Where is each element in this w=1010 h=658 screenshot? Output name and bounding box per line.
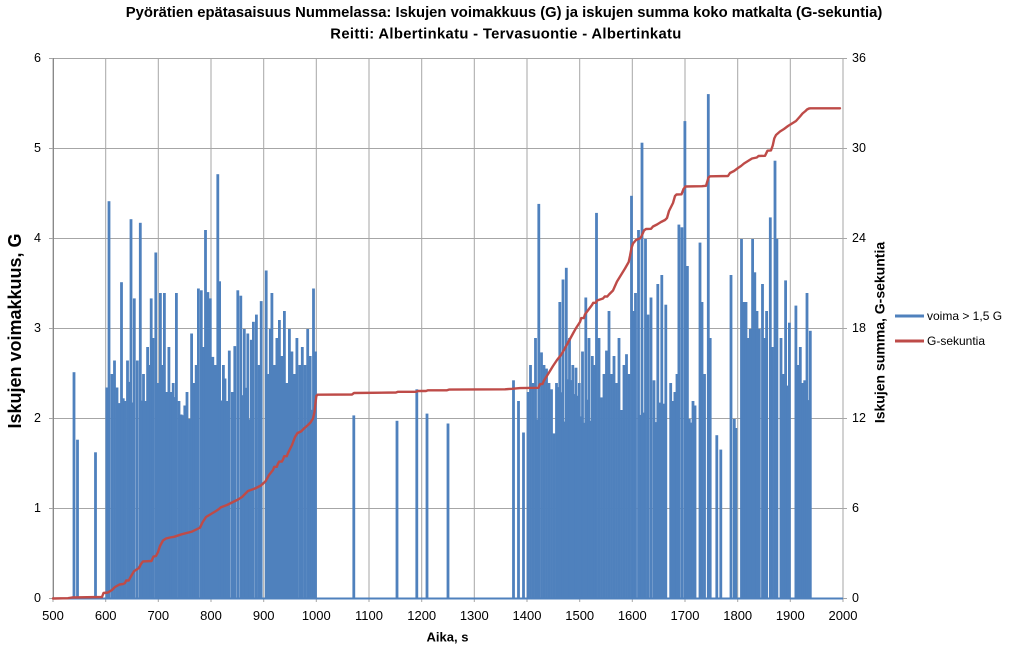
svg-text:24: 24 [852,231,866,245]
svg-text:900: 900 [253,608,275,623]
svg-text:Iskujen summa, G-sekuntia: Iskujen summa, G-sekuntia [872,242,888,423]
svg-text:1: 1 [34,501,41,515]
svg-text:1500: 1500 [565,608,594,623]
svg-text:1800: 1800 [723,608,752,623]
svg-text:18: 18 [852,321,866,335]
svg-text:0: 0 [34,591,41,605]
svg-text:6: 6 [34,51,41,65]
svg-text:1400: 1400 [513,608,542,623]
svg-text:Pyörätien epätasaisuus Nummela: Pyörätien epätasaisuus Nummelassa: Iskuj… [126,5,883,21]
svg-text:500: 500 [42,608,64,623]
svg-text:30: 30 [852,141,866,155]
svg-text:1300: 1300 [460,608,489,623]
svg-text:3: 3 [34,321,41,335]
svg-text:5: 5 [34,141,41,155]
svg-text:1200: 1200 [407,608,436,623]
svg-text:Aika, s: Aika, s [427,630,469,645]
svg-text:1900: 1900 [776,608,805,623]
svg-text:G-sekuntia: G-sekuntia [927,334,985,348]
svg-text:600: 600 [95,608,117,623]
svg-text:4: 4 [34,231,41,245]
svg-text:800: 800 [200,608,222,623]
svg-text:1600: 1600 [618,608,647,623]
svg-text:6: 6 [852,501,859,515]
svg-text:1100: 1100 [355,608,383,623]
svg-text:1700: 1700 [671,608,700,623]
svg-text:2: 2 [34,411,41,425]
svg-text:36: 36 [852,51,866,65]
svg-text:0: 0 [852,591,859,605]
svg-text:700: 700 [147,608,169,623]
svg-text:1000: 1000 [302,608,331,623]
svg-text:12: 12 [852,411,866,425]
svg-text:voima > 1,5 G: voima > 1,5 G [927,309,1002,323]
svg-text:Reitti: Albertinkatu - Tervasu: Reitti: Albertinkatu - Tervasuontie - Al… [330,27,681,43]
svg-text:Iskujen voimakkuus, G: Iskujen voimakkuus, G [5,233,25,428]
svg-text:2000: 2000 [829,608,858,623]
